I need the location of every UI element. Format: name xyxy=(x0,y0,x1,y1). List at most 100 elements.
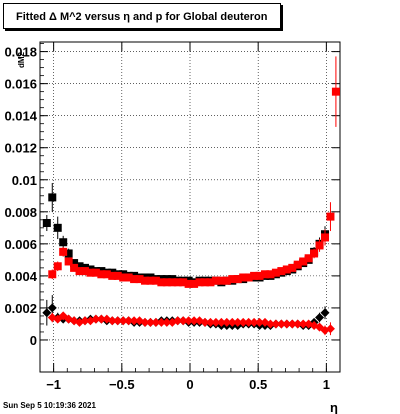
data-point xyxy=(216,317,226,327)
data-point xyxy=(255,271,264,280)
data-point xyxy=(288,263,297,272)
data-point xyxy=(293,260,302,269)
data-point xyxy=(250,271,259,280)
data-point xyxy=(162,317,172,327)
data-point xyxy=(325,324,335,334)
data-point xyxy=(75,262,84,271)
data-point xyxy=(140,317,150,327)
chart-title: Fitted Δ M^2 versus η and p for Global d… xyxy=(3,3,281,29)
data-point xyxy=(222,276,231,285)
data-point xyxy=(113,316,123,326)
data-point xyxy=(233,275,242,284)
data-point xyxy=(299,257,308,266)
data-point xyxy=(145,317,155,327)
data-point xyxy=(118,316,128,326)
data-point xyxy=(168,278,177,287)
data-point xyxy=(113,271,122,280)
data-point xyxy=(157,278,166,287)
data-point xyxy=(64,257,73,266)
y-tick-label: 0.014 xyxy=(4,109,37,124)
data-point xyxy=(255,317,265,327)
data-point xyxy=(184,316,194,326)
data-point xyxy=(80,316,90,326)
data-point xyxy=(86,268,95,277)
data-point xyxy=(141,276,149,285)
data-point xyxy=(97,270,106,279)
data-point xyxy=(261,270,269,279)
data-point xyxy=(124,273,133,282)
data-point xyxy=(315,241,324,250)
data-point xyxy=(277,267,286,276)
data-point xyxy=(130,275,139,284)
data-point xyxy=(48,270,57,279)
data-point xyxy=(151,276,160,285)
data-point xyxy=(190,279,199,288)
data-point xyxy=(326,212,335,221)
data-point xyxy=(298,319,308,329)
data-point xyxy=(107,316,117,326)
data-point xyxy=(321,233,329,242)
y-axis-label: dM2 xyxy=(17,51,26,68)
data-point xyxy=(287,319,297,329)
data-point xyxy=(91,314,101,324)
data-point xyxy=(59,247,68,256)
axis-ticks xyxy=(39,42,341,372)
data-point xyxy=(135,275,144,284)
data-point xyxy=(310,249,319,258)
data-point xyxy=(244,317,254,327)
data-point xyxy=(320,308,330,318)
data-point xyxy=(59,238,68,247)
data-point xyxy=(70,263,79,272)
y-tick-label: 0.018 xyxy=(4,45,37,60)
x-tick-label: −0.5 xyxy=(109,377,135,392)
data-point xyxy=(331,87,340,96)
y-tick-labels: 0 0.002 0.004 0.006 0.008 0.01 0.012 0.014 0.016… xyxy=(4,45,37,348)
data-point xyxy=(47,303,57,313)
data-point xyxy=(124,316,134,326)
x-tick-label: −1 xyxy=(46,377,61,392)
data-point xyxy=(206,278,215,287)
y-tick-label: 0.004 xyxy=(4,269,37,284)
data-point xyxy=(81,267,89,276)
data-point xyxy=(195,278,204,287)
data-point xyxy=(211,317,221,327)
data-point xyxy=(228,275,237,284)
y-tick-label: 0 xyxy=(30,333,37,348)
data-point xyxy=(184,279,193,288)
data-point xyxy=(146,276,155,285)
y-tick-label: 0.008 xyxy=(4,205,37,220)
data-point xyxy=(162,278,171,287)
data-point xyxy=(239,273,248,282)
data-point xyxy=(91,268,100,277)
x-tick-label: 0.5 xyxy=(249,377,267,392)
data-point xyxy=(151,317,161,327)
data-point xyxy=(266,270,275,279)
data-point xyxy=(53,223,62,232)
data-point xyxy=(156,317,166,327)
y-tick-label: 0.016 xyxy=(4,77,37,92)
series-3 xyxy=(47,311,335,336)
data-point xyxy=(227,317,237,327)
data-point xyxy=(179,278,188,287)
data-point xyxy=(178,316,188,326)
data-point xyxy=(222,317,232,327)
data-point xyxy=(217,276,226,285)
data-point xyxy=(201,278,209,287)
data-point xyxy=(75,267,84,276)
data-point xyxy=(276,319,286,329)
data-point xyxy=(42,308,52,318)
data-point xyxy=(293,319,303,329)
data-point xyxy=(189,316,199,326)
data-point xyxy=(108,271,117,280)
y-tick-label: 0.006 xyxy=(4,237,37,252)
data-point xyxy=(64,249,73,258)
timestamp: Sun Sep 5 10:19:36 2021 xyxy=(3,401,96,410)
data-point xyxy=(53,262,62,271)
x-tick-labels: −1 −0.5 0 0.5 1 xyxy=(46,377,330,392)
data-points xyxy=(42,56,340,336)
data-point xyxy=(173,316,183,326)
series-1 xyxy=(48,56,340,288)
data-point xyxy=(200,317,210,327)
x-tick-label: 0 xyxy=(186,377,193,392)
